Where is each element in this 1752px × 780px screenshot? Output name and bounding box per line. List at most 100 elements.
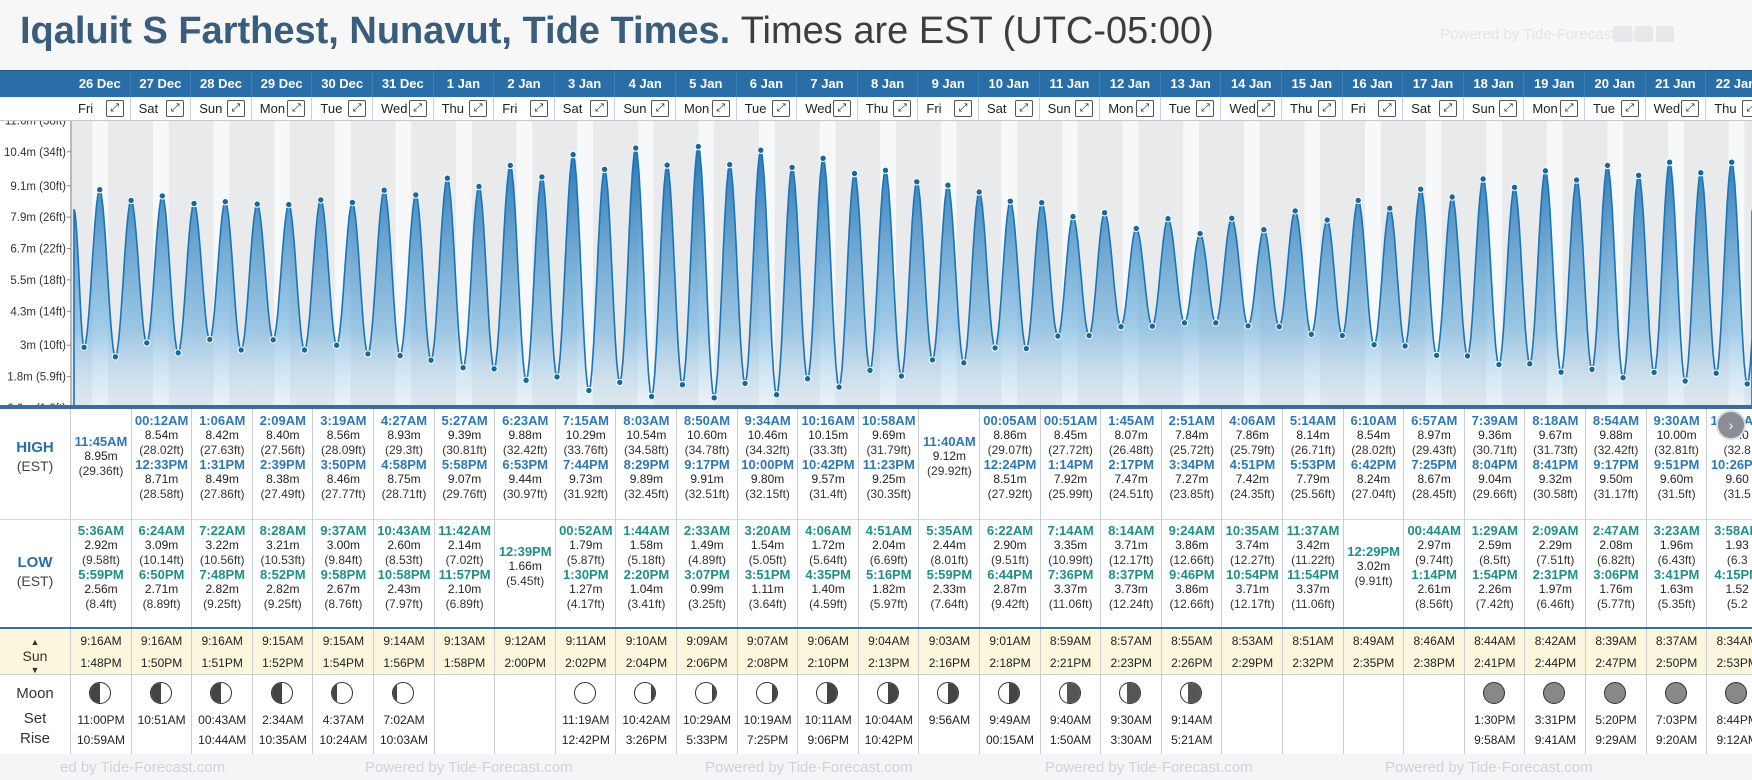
low-tide-point[interactable] xyxy=(459,364,467,372)
low-tide-point[interactable] xyxy=(647,392,656,401)
powered-by-text[interactable]: Powered by Tide-Forecast.com xyxy=(1440,26,1648,43)
low-tide-point[interactable] xyxy=(678,381,687,389)
high-tide-point[interactable] xyxy=(538,173,546,181)
expand-icon[interactable]: ⤢ xyxy=(1499,100,1518,117)
footer-powered-3[interactable]: Powered by Tide-Forecast.com xyxy=(705,759,913,776)
high-tide-point[interactable] xyxy=(881,166,890,174)
expand-icon[interactable]: ⤢ xyxy=(105,100,124,117)
scroll-right-button[interactable]: › xyxy=(1716,410,1746,440)
high-tide-point[interactable] xyxy=(1635,171,1643,179)
low-tide-point[interactable] xyxy=(427,356,435,364)
expand-icon[interactable]: ⤢ xyxy=(347,100,366,117)
expand-icon[interactable]: ⤢ xyxy=(1135,100,1154,117)
badge-icon[interactable] xyxy=(1614,26,1632,42)
high-tide-point[interactable] xyxy=(253,200,261,208)
high-tide-point[interactable] xyxy=(317,196,325,204)
high-tide-point[interactable] xyxy=(1448,193,1456,201)
high-tide-point[interactable] xyxy=(380,186,388,194)
badge-icon[interactable] xyxy=(1635,26,1653,42)
low-tide-point[interactable] xyxy=(111,353,120,361)
high-tide-point[interactable] xyxy=(819,154,827,162)
low-tide-point[interactable] xyxy=(1588,365,1596,374)
high-tide-point[interactable] xyxy=(1038,199,1046,207)
low-tide-point[interactable] xyxy=(1180,319,1189,327)
high-tide-point[interactable] xyxy=(221,198,230,206)
high-tide-point[interactable] xyxy=(1069,212,1077,221)
high-tide-point[interactable] xyxy=(757,146,765,154)
expand-icon[interactable]: ⤢ xyxy=(953,100,972,117)
expand-icon[interactable]: ⤢ xyxy=(711,100,730,117)
expand-icon[interactable]: ⤢ xyxy=(1681,100,1700,117)
high-tide-point[interactable] xyxy=(1228,214,1236,222)
low-tide-point[interactable] xyxy=(1463,352,1472,360)
high-tide-point[interactable] xyxy=(1164,215,1172,223)
low-tide-point[interactable] xyxy=(553,373,561,381)
high-tide-point[interactable] xyxy=(850,169,859,178)
low-tide-point[interactable] xyxy=(1370,341,1378,349)
expand-icon[interactable]: ⤢ xyxy=(650,100,669,117)
high-tide-point[interactable] xyxy=(158,192,167,200)
low-tide-point[interactable] xyxy=(237,346,245,354)
low-tide-point[interactable] xyxy=(1712,369,1720,377)
expand-icon[interactable]: ⤢ xyxy=(1196,100,1215,117)
share-badges[interactable] xyxy=(1614,26,1674,42)
low-tide-point[interactable] xyxy=(1275,323,1283,331)
low-tide-point[interactable] xyxy=(396,352,404,360)
high-tide-point[interactable] xyxy=(975,188,983,196)
footer-powered-2[interactable]: Powered by Tide-Forecast.com xyxy=(365,759,573,776)
high-tide-point[interactable] xyxy=(96,186,104,194)
low-tide-point[interactable] xyxy=(1526,360,1534,368)
low-tide-point[interactable] xyxy=(1401,342,1409,350)
low-tide-point[interactable] xyxy=(1117,323,1125,331)
expand-icon[interactable]: ⤢ xyxy=(1256,100,1275,117)
footer-powered-1[interactable]: ed by Tide-Forecast.com xyxy=(60,759,226,776)
high-tide-point[interactable] xyxy=(1354,196,1362,205)
high-tide-point[interactable] xyxy=(1100,209,1109,217)
low-tide-point[interactable] xyxy=(710,394,718,402)
high-tide-point[interactable] xyxy=(506,161,514,170)
low-tide-point[interactable] xyxy=(616,378,624,387)
low-tide-point[interactable] xyxy=(1650,368,1658,377)
high-tide-point[interactable] xyxy=(1196,229,1204,238)
high-tide-point[interactable] xyxy=(475,182,483,191)
low-tide-point[interactable] xyxy=(741,379,749,388)
high-tide-point[interactable] xyxy=(348,198,357,207)
high-tide-point[interactable] xyxy=(1603,161,1612,170)
high-tide-point[interactable] xyxy=(1291,207,1299,215)
high-tide-point[interactable] xyxy=(944,181,952,189)
high-tide-point[interactable] xyxy=(694,142,702,151)
high-tide-point[interactable] xyxy=(1260,226,1268,234)
high-tide-point[interactable] xyxy=(1697,169,1705,177)
expand-icon[interactable]: ⤢ xyxy=(1438,100,1457,117)
expand-icon[interactable]: ⤢ xyxy=(287,100,306,117)
expand-icon[interactable]: ⤢ xyxy=(893,100,912,117)
low-tide-point[interactable] xyxy=(1557,368,1565,376)
low-tide-point[interactable] xyxy=(1495,360,1503,369)
high-tide-point[interactable] xyxy=(1417,185,1425,193)
expand-icon[interactable]: ⤢ xyxy=(166,100,185,117)
high-tide-point[interactable] xyxy=(1665,158,1674,166)
high-tide-point[interactable] xyxy=(913,178,921,186)
high-tide-point[interactable] xyxy=(127,196,135,205)
high-tide-point[interactable] xyxy=(600,165,609,173)
low-tide-point[interactable] xyxy=(1338,331,1347,340)
expand-icon[interactable]: ⤢ xyxy=(1620,100,1639,117)
expand-icon[interactable]: ⤢ xyxy=(1014,100,1033,117)
high-tide-point[interactable] xyxy=(1728,158,1736,166)
high-tide-point[interactable] xyxy=(190,199,198,208)
high-tide-point[interactable] xyxy=(569,150,577,159)
low-tide-point[interactable] xyxy=(206,335,214,344)
low-tide-point[interactable] xyxy=(835,383,843,391)
low-tide-point[interactable] xyxy=(897,372,906,380)
low-tide-point[interactable] xyxy=(960,359,968,367)
high-tide-point[interactable] xyxy=(443,174,452,182)
badge-icon[interactable] xyxy=(1656,26,1674,42)
low-tide-point[interactable] xyxy=(143,339,151,347)
high-tide-point[interactable] xyxy=(1572,176,1581,184)
expand-icon[interactable]: ⤢ xyxy=(529,100,548,117)
high-tide-point[interactable] xyxy=(285,200,293,209)
high-tide-point[interactable] xyxy=(632,144,640,152)
expand-icon[interactable]: ⤢ xyxy=(408,100,427,117)
low-tide-point[interactable] xyxy=(866,366,874,375)
high-tide-point[interactable] xyxy=(663,161,671,169)
